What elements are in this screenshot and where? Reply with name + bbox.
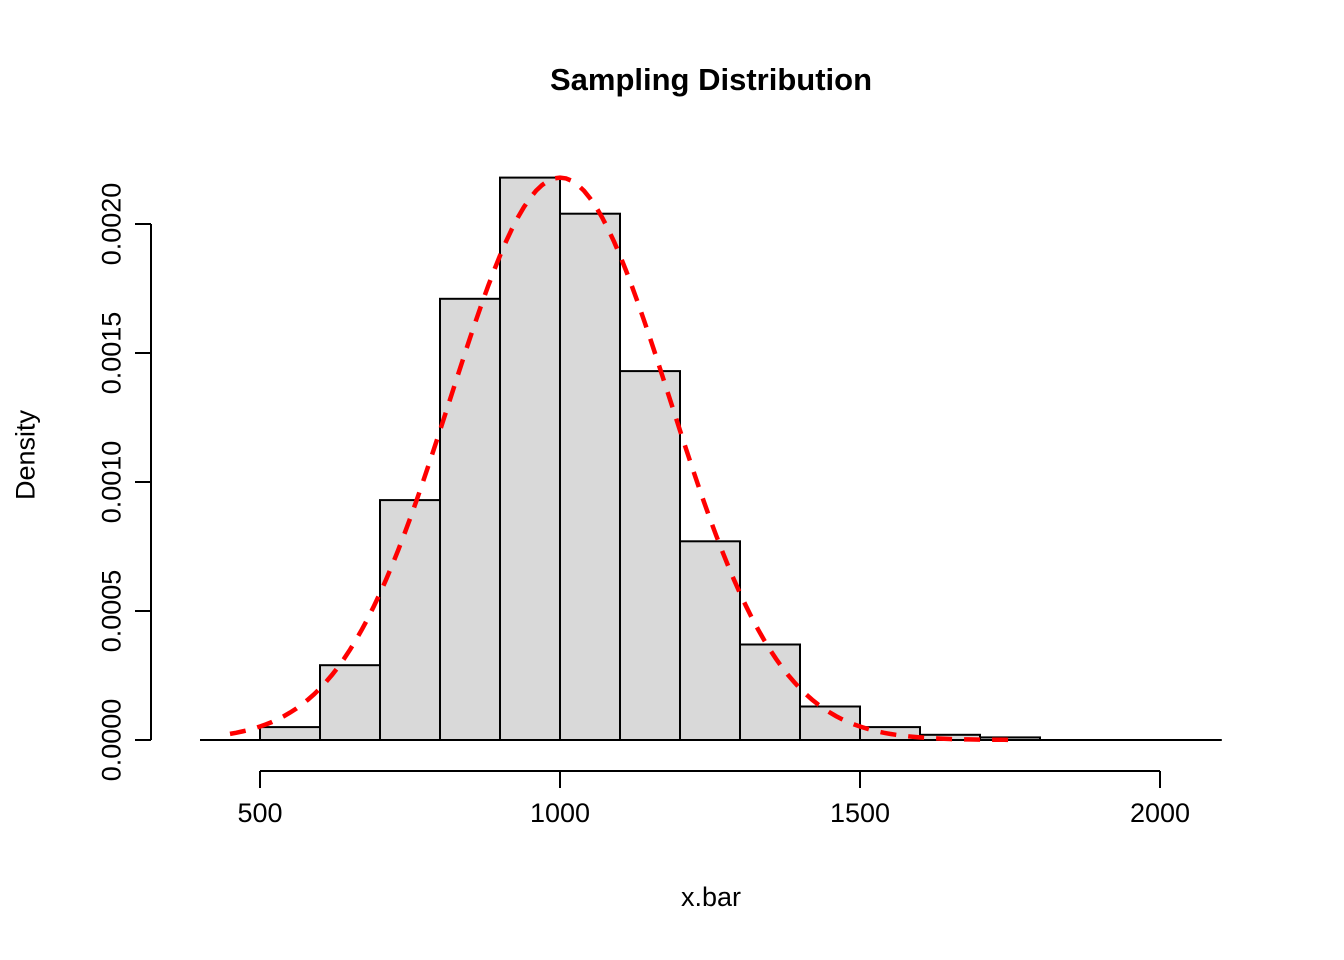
- histogram-bar: [559, 212, 621, 741]
- histogram-bar: [439, 297, 501, 741]
- histogram-bar: [979, 736, 1041, 742]
- chart-title: Sampling Distribution: [549, 62, 873, 97]
- x-tick-label: 2000: [1129, 798, 1191, 828]
- histogram-bar: [499, 176, 561, 742]
- y-tick-label: 0.0005: [96, 569, 127, 653]
- x-tick-label: 1500: [829, 798, 891, 828]
- histogram-bar: [619, 370, 681, 741]
- y-tick-label: 0.0015: [96, 311, 127, 395]
- histogram-bar: [259, 726, 321, 741]
- histogram-bar: [679, 540, 741, 741]
- y-tick-label: 0.0010: [96, 440, 127, 524]
- histogram-bar: [739, 643, 801, 741]
- x-tick-label: 500: [237, 798, 283, 828]
- normal-density-curve: [229, 175, 1011, 743]
- y-tick-label: 0.0020: [96, 182, 127, 266]
- x-tick-label: 1000: [529, 798, 591, 828]
- y-axis-label: Density: [10, 409, 41, 501]
- x-axis-label: x.bar: [680, 882, 742, 912]
- histogram-bar: [379, 499, 441, 741]
- y-tick-label: 0.0000: [96, 698, 127, 782]
